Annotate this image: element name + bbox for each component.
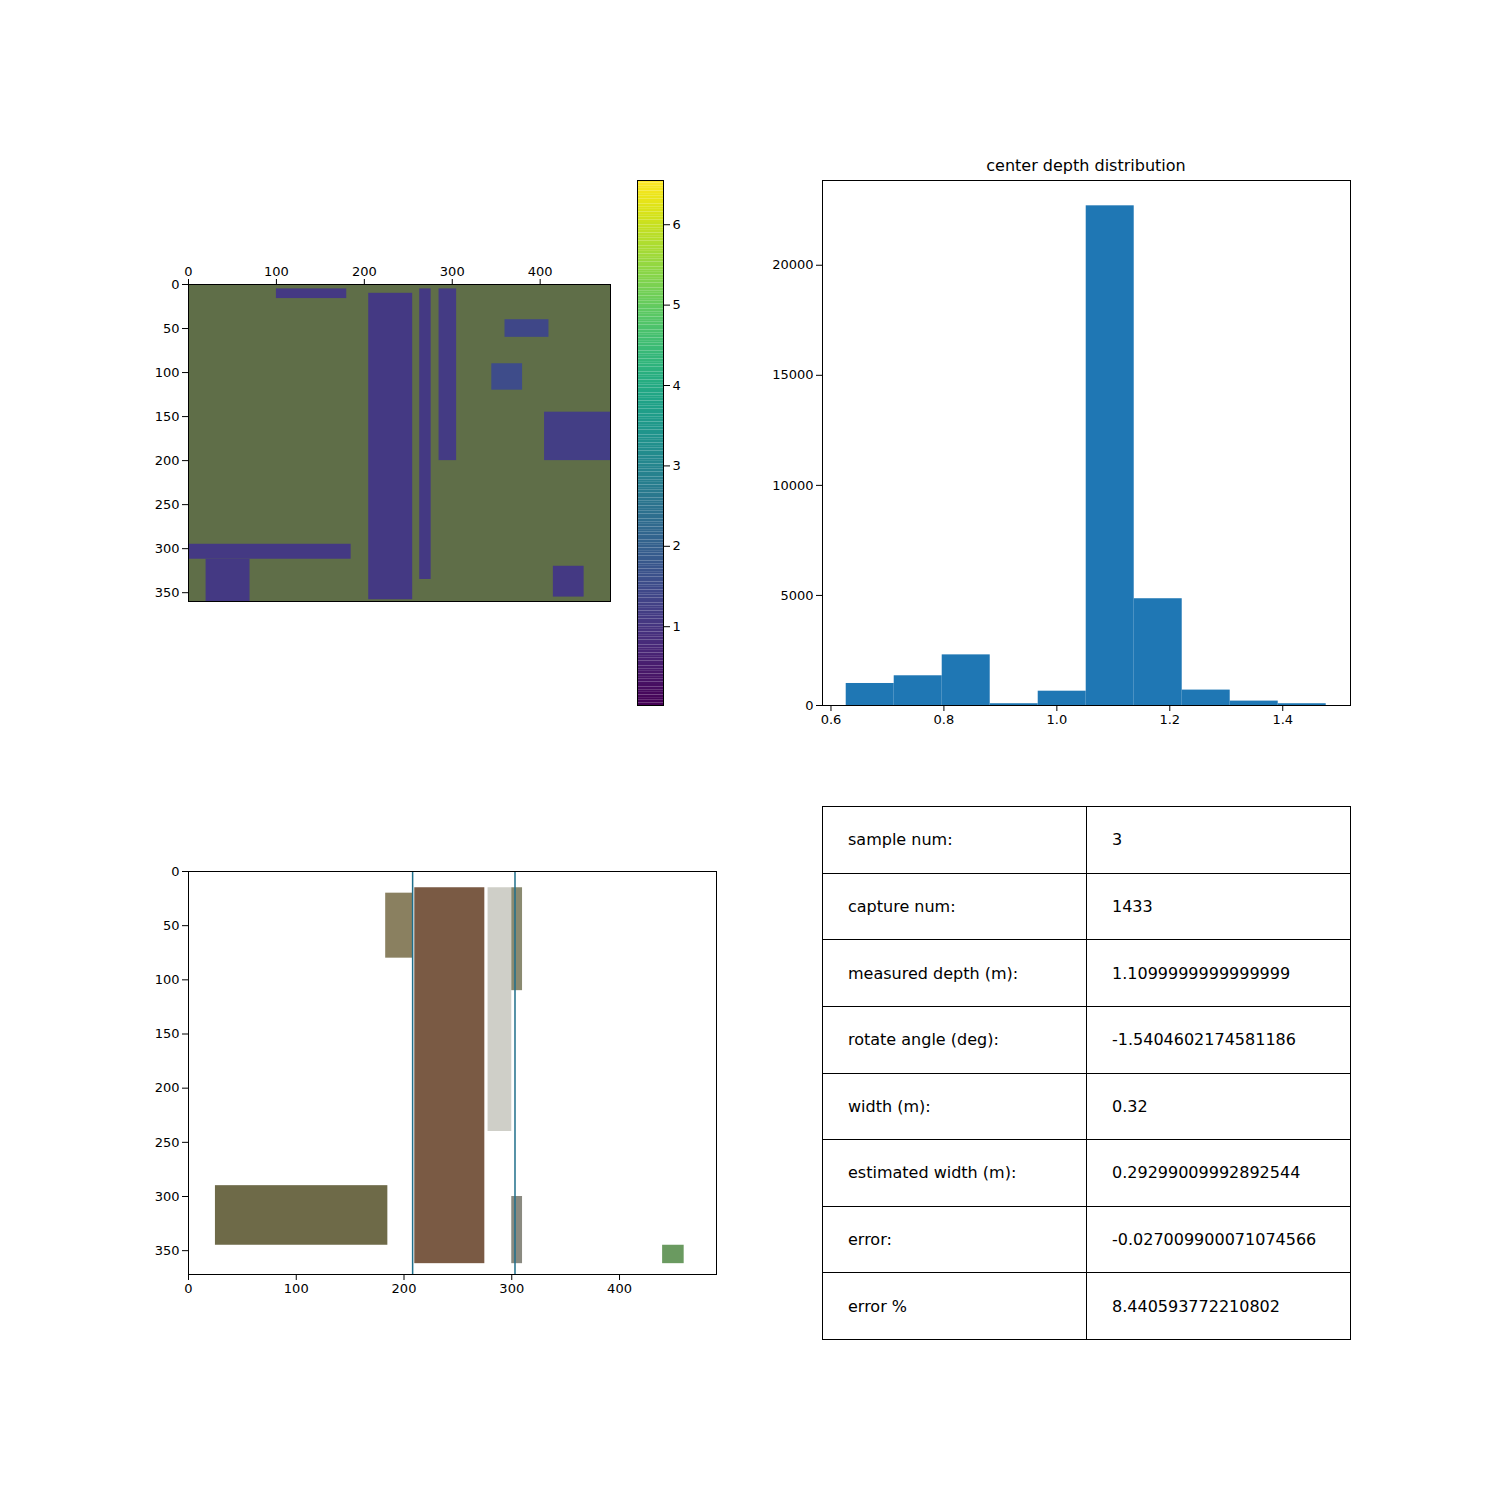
html-text:error %: error %	[848, 1296, 907, 1316]
svg-text:100: 100	[264, 264, 289, 279]
svg-text:200: 200	[155, 453, 180, 468]
svg-text:250: 250	[155, 497, 180, 512]
html-text:error:: error:	[848, 1230, 892, 1250]
svg-text:200: 200	[352, 264, 377, 279]
svg-text:200: 200	[155, 1080, 180, 1095]
svg-text:200: 200	[392, 1281, 417, 1296]
svg-text:300: 300	[155, 1189, 180, 1204]
svg-text:0: 0	[184, 264, 192, 279]
svg-text:350: 350	[155, 585, 180, 600]
svg-text:50: 50	[163, 918, 180, 933]
svg-text:1.4: 1.4	[1272, 712, 1293, 727]
svg-text:1.0: 1.0	[1047, 712, 1068, 727]
svg-text:3: 3	[673, 458, 681, 473]
html-text:1.1099999999999999: 1.1099999999999999	[1112, 963, 1291, 983]
svg-text:1: 1	[673, 619, 681, 634]
html-text:capture num:: capture num:	[848, 896, 956, 916]
html-text:0.29299009992892544: 0.29299009992892544	[1112, 1163, 1301, 1183]
svg-text:400: 400	[528, 264, 553, 279]
html-text:0.32: 0.32	[1112, 1096, 1148, 1116]
svg-text:2: 2	[673, 538, 681, 553]
svg-text:0.6: 0.6	[821, 712, 842, 727]
html-text:rotate angle (deg):: rotate angle (deg):	[848, 1030, 999, 1050]
svg-text:15000: 15000	[772, 367, 813, 382]
svg-text:5000: 5000	[780, 588, 813, 603]
html-text:1433: 1433	[1112, 896, 1153, 916]
html-text:8.440593772210802: 8.440593772210802	[1112, 1296, 1280, 1316]
html-text:-0.027009900071074566: -0.027009900071074566	[1112, 1230, 1317, 1250]
svg-text:100: 100	[284, 1281, 309, 1296]
svg-text:20000: 20000	[772, 257, 813, 272]
svg-text:10000: 10000	[772, 478, 813, 493]
svg-text:0: 0	[184, 1281, 192, 1296]
svg-text:0: 0	[805, 698, 813, 713]
svg-text:100: 100	[155, 972, 180, 987]
svg-text:50: 50	[163, 321, 180, 336]
svg-text:4: 4	[673, 378, 681, 393]
svg-text:0: 0	[171, 864, 179, 879]
svg-text:250: 250	[155, 1134, 180, 1149]
svg-text:100: 100	[155, 365, 180, 380]
svg-text:1.2: 1.2	[1159, 712, 1180, 727]
html-text:center depth distribution: center depth distribution	[986, 156, 1186, 175]
svg-text:300: 300	[440, 264, 465, 279]
svg-text:0.8: 0.8	[934, 712, 955, 727]
svg-text:300: 300	[499, 1281, 524, 1296]
html-text:width (m):: width (m):	[848, 1096, 931, 1116]
html-text:sample num:: sample num:	[848, 830, 953, 850]
svg-text:5: 5	[673, 297, 681, 312]
svg-text:400: 400	[607, 1281, 632, 1296]
html-text:-1.5404602174581186: -1.5404602174581186	[1112, 1030, 1296, 1050]
svg-text:6: 6	[673, 217, 681, 232]
html-text:estimated width (m):: estimated width (m):	[848, 1163, 1017, 1183]
svg-text:150: 150	[155, 409, 180, 424]
html-text:measured depth (m):: measured depth (m):	[848, 963, 1019, 983]
svg-text:0: 0	[171, 277, 179, 292]
svg-text:300: 300	[155, 541, 180, 556]
svg-text:350: 350	[155, 1243, 180, 1258]
svg-text:150: 150	[155, 1026, 180, 1041]
html-text:3: 3	[1112, 830, 1123, 850]
